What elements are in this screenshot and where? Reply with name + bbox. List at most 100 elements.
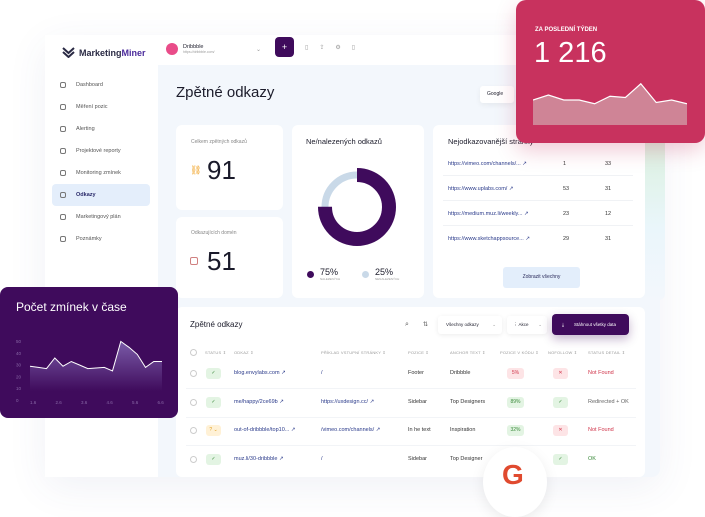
mentions-chart: 50 40 30 20 10 0 1.6 2.6 3.6 4.6 5.6 6.6: [16, 339, 164, 405]
google-button[interactable]: Google: [480, 86, 514, 103]
show-all-button[interactable]: Zobrazit všechny: [503, 267, 580, 288]
total-label: Celkem zpětných odkazů: [191, 139, 247, 145]
top-pages-card: Nejodkazovanější stránky https://vimeo.c…: [433, 125, 645, 298]
external-link-icon: ↗: [522, 161, 527, 167]
legend-notfound: 25% NENALEZENÝCH: [362, 267, 399, 281]
donut-chart: [318, 168, 396, 246]
top-page-count-b: 12: [605, 211, 612, 217]
backlink-link[interactable]: muz.li/30-dribbble ↗: [234, 455, 284, 462]
status-chip: ✓: [206, 453, 221, 465]
sort-icon[interactable]: ⇅: [423, 322, 429, 328]
top-page-count-b: 33: [605, 161, 612, 167]
anchor-cell: Top Designer: [450, 455, 483, 462]
calendar-icon: [190, 257, 198, 265]
select-all-checkbox[interactable]: [190, 349, 197, 356]
x-tick-label: 3.6: [81, 400, 88, 405]
x-tick-label: 5.6: [132, 400, 139, 405]
logo[interactable]: MarketingMiner: [62, 47, 146, 58]
sidebar-item-3[interactable]: Projektové reporty: [52, 140, 150, 162]
mentions-area: [30, 341, 162, 391]
gear-icon[interactable]: ⚙: [335, 45, 341, 51]
column-header[interactable]: NOFOLLOW ⇕: [548, 350, 578, 355]
trash-icon[interactable]: ▯: [351, 45, 356, 51]
nofollow-chip: ✕: [553, 425, 568, 436]
column-header[interactable]: POZICE V KÓDU ⇕: [500, 350, 539, 355]
domains-card: Odkazujících domén 51: [176, 217, 283, 298]
top-page-count-a: 29: [563, 236, 570, 242]
download-button[interactable]: ⤓ Stáhnout všetky data: [552, 314, 629, 335]
column-header[interactable]: POZICE ⇕: [408, 350, 429, 355]
y-tick-label: 50: [16, 339, 22, 344]
report-icon: [60, 148, 66, 154]
found-sub: NALEZENÝCH: [320, 277, 341, 281]
sidebar-item-1[interactable]: Měření pozic: [52, 96, 150, 118]
add-button[interactable]: +: [275, 37, 294, 57]
actions-select[interactable]: ⋮ Akce ⌄: [507, 316, 547, 334]
top-page-link[interactable]: https://vimeo.com/channels/... ↗: [448, 161, 527, 167]
y-tick-label: 10: [16, 386, 22, 391]
external-link-icon: ↗: [524, 211, 529, 217]
link-icon: ⛓: [190, 165, 202, 175]
position-cell: In he text: [408, 427, 431, 433]
mentions-card: Počet zmínek v čase 50 40 30 20 10 0 1.6 2.6 3.6…: [0, 287, 178, 418]
mentions-line: [29, 340, 162, 372]
sidebar-item-label: Marketingový plán: [76, 214, 121, 220]
position-cell: Footer: [408, 370, 424, 376]
example-page-link[interactable]: /: [321, 370, 323, 376]
code_pos-chip: 5%: [507, 368, 524, 379]
search-icon[interactable]: ⌕: [405, 321, 409, 328]
external-link-icon: ↗: [508, 186, 514, 192]
example-page-link[interactable]: /vimeo.com/channels/ ↗: [321, 427, 381, 433]
example-page-link[interactable]: /: [321, 455, 323, 462]
backlink-link[interactable]: out-of-dribbble/top10... ↗: [234, 427, 296, 433]
sidebar-item-4[interactable]: Monitoring zmínek: [52, 162, 150, 184]
sidebar-item-label: Poznámky: [76, 236, 102, 242]
row-checkbox[interactable]: [190, 455, 197, 463]
top-page-link[interactable]: https://www.sketchappsource... ↗: [448, 236, 530, 242]
example-page-link[interactable]: https://uxdesign.cc/ ↗: [321, 398, 375, 405]
chart-icon: [60, 104, 66, 110]
sidebar-item-5[interactable]: Odkazy: [52, 184, 150, 206]
page-title: Zpětné odkazy: [176, 84, 275, 101]
weekly-label: ZA POSLEDNÍ TÝDEN: [535, 27, 598, 33]
top-page-link[interactable]: https://medium.muz.li/weekly... ↗: [448, 211, 529, 217]
row-checkbox[interactable]: [190, 398, 197, 406]
column-header[interactable]: STATUS ⇕: [205, 350, 227, 355]
weekly-chart: [533, 82, 687, 125]
total-backlinks-card: Celkem zpětných odkazů ⛓ 91: [176, 125, 283, 210]
calendar-icon: [60, 214, 66, 220]
notfound-pct: 25%: [375, 267, 394, 277]
backlink-link[interactable]: blog.envylabs.com ↗: [234, 370, 286, 376]
column-header[interactable]: PŘÍKLAD VSTUPNÍ STRÁNKY ⇕: [321, 350, 386, 355]
sidebar-item-6[interactable]: Marketingový plán: [52, 206, 150, 228]
row-checkbox[interactable]: [190, 370, 197, 377]
logo-icon: [62, 47, 75, 58]
file-icon[interactable]: ▯: [305, 45, 309, 51]
download-icon: ⤓: [562, 322, 564, 327]
note-icon: [60, 236, 66, 242]
y-tick-label: 20: [16, 374, 22, 379]
sidebar-item-2[interactable]: Alerting: [52, 118, 150, 140]
top-page-link[interactable]: https://www.uplabs.com/ ↗: [448, 186, 514, 192]
backlinks-table-card: Zpětné odkazy ⌕ ⇅ Všechny odkazy ⌄ ⋮ Akce…: [176, 307, 645, 477]
column-header[interactable]: ODKAZ ⇕: [234, 350, 254, 355]
x-tick-label: 1.6: [30, 400, 37, 405]
sidebar-item-label: Monitoring zmínek: [76, 170, 121, 176]
filter-select[interactable]: Všechny odkazy ⌄: [438, 316, 502, 334]
status-detail-cell: Not Found: [588, 427, 614, 433]
weekly-value: 1 216: [534, 37, 607, 69]
export-icon[interactable]: ⇪: [319, 45, 325, 51]
sidebar-item-label: Měření pozic: [76, 104, 108, 110]
x-tick-label: 4.6: [107, 400, 114, 405]
anchor-cell: Top Designers: [450, 398, 486, 405]
row-checkbox[interactable]: [190, 427, 197, 434]
backlink-link[interactable]: me/happy/2ce69b ↗: [234, 398, 284, 405]
link-icon: [60, 192, 66, 198]
sidebar-item-7[interactable]: Poznámky: [52, 228, 150, 250]
top-pages-title: Nejodkazovanější stránky: [448, 137, 534, 146]
sidebar-item-0[interactable]: Dashboard: [52, 74, 150, 96]
column-header[interactable]: ANCHOR TEXT ⇕: [450, 350, 486, 355]
project-select[interactable]: Dribbble https://dribbble.com/ ⌄: [166, 40, 261, 58]
found-pct: 75%: [320, 267, 339, 277]
column-header[interactable]: STATUS DETAIL ⇕: [588, 350, 626, 355]
